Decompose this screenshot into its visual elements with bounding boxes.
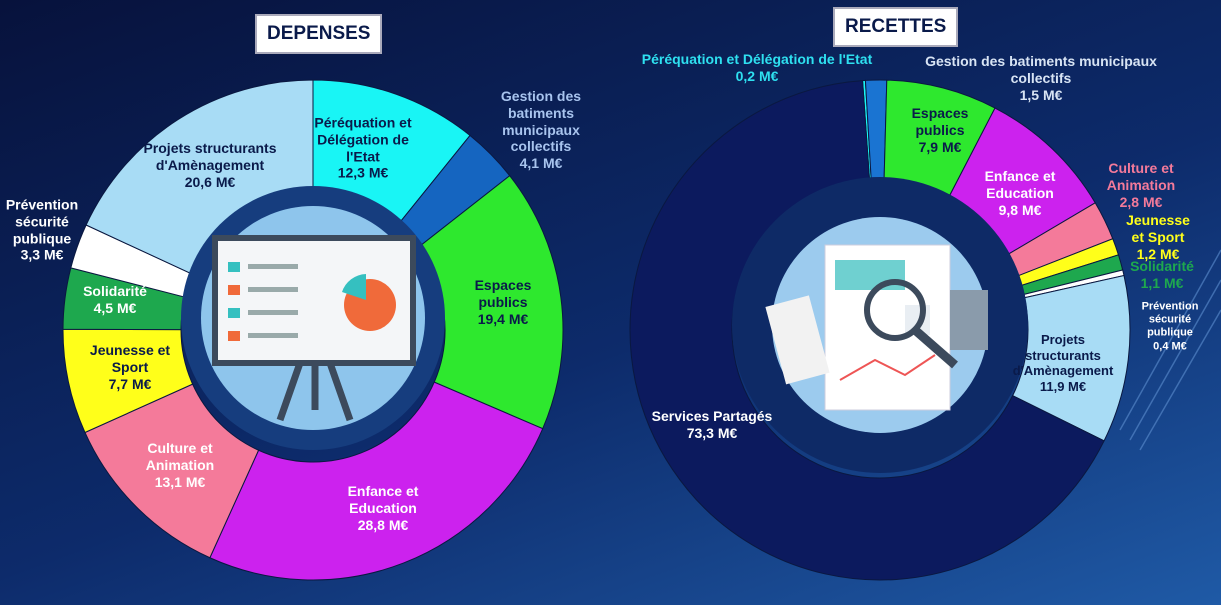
- category-name: Gestion des batiments municipaux collect…: [500, 88, 582, 155]
- category-name: Solidarité: [1130, 258, 1194, 275]
- value-label: 3,3 M€: [20, 246, 64, 263]
- category-name: Services Partagés: [651, 408, 773, 425]
- category-name: Prévention sécurité publique: [5, 196, 79, 246]
- segment-label: Jeunesse et Sport 7,7 M€: [80, 342, 180, 392]
- value-label: 7,7 M€: [108, 375, 152, 392]
- value-label: 7,9 M€: [918, 138, 962, 155]
- donut-segment: [209, 381, 544, 581]
- category-name: Espaces publics: [911, 104, 969, 138]
- value-label: 0,2 M€: [735, 68, 779, 84]
- segment-label: Services Partagés 73,3 M€: [637, 408, 787, 442]
- value-label: 1,2 M€: [1136, 245, 1180, 262]
- value-label: 4,1 M€: [519, 155, 563, 172]
- segment-label: Gestion des batiments municipaux collect…: [486, 88, 596, 172]
- category-name: Jeunesse et Sport: [1126, 211, 1190, 245]
- category-name: Jeunesse et Sport: [89, 341, 171, 375]
- segment-label: Solidarité 1,1 M€: [1122, 258, 1202, 292]
- decor-lines: [1119, 249, 1221, 451]
- value-label: 4,5 M€: [93, 300, 137, 316]
- value-label: 13,1 M€: [154, 473, 206, 490]
- segment-label: Enfance et Education 28,8 M€: [323, 483, 443, 533]
- category-name: Solidarité: [83, 283, 147, 300]
- value-label: 12,3 M€: [337, 164, 389, 181]
- segment-label: Espaces publics 19,4 M€: [453, 277, 553, 327]
- value-label: 20,6 M€: [184, 173, 236, 190]
- segment-label: Péréquation et Délégation de l'Etat 12,3 …: [303, 114, 423, 181]
- segment-label: Solidarité 4,5 M€: [75, 283, 155, 317]
- category-name: Enfance et Education: [347, 482, 419, 516]
- category-name: Projets structurants d'Amènagement: [1012, 331, 1114, 378]
- segment-label: Culture et Animation 13,1 M€: [125, 440, 235, 490]
- chart-title: RECETTES: [833, 7, 959, 47]
- segment-label: Prévention sécurité publique 0,4 M€: [1135, 301, 1205, 354]
- segment-label: Projets structurants d'Amènagement 11,9 M…: [1003, 332, 1123, 394]
- center-left: [181, 186, 445, 450]
- value-label: 73,3 M€: [686, 425, 738, 441]
- segment-label: Prévention sécurité publique 3,3 M€: [0, 196, 87, 263]
- value-label: 11,9 M€: [1039, 378, 1087, 394]
- category-name: Culture et Animation: [145, 439, 215, 473]
- donut-segment: [629, 80, 1105, 581]
- segment-label: Enfance et Education 9,8 M€: [973, 168, 1068, 218]
- center-right: [732, 177, 1028, 473]
- value-label: 19,4 M€: [477, 310, 529, 327]
- value-label: 0,4 M€: [1153, 340, 1187, 353]
- category-name: Péréquation et Délégation de l'Etat: [641, 51, 873, 68]
- category-name: Enfance et Education: [984, 167, 1056, 201]
- value-label: 1,5 M€: [1019, 86, 1063, 103]
- category-name: Espaces publics: [474, 276, 532, 310]
- category-name: Péréquation et Délégation de l'Etat: [314, 114, 412, 164]
- value-label: 1,1 M€: [1140, 275, 1184, 291]
- segment-label: Culture et Animation 2,8 M€: [1091, 160, 1191, 210]
- value-label: 2,8 M€: [1119, 193, 1163, 210]
- category-name: Culture et Animation: [1106, 159, 1176, 193]
- segment-label: Péréquation et Délégation de l'Etat 0,2 M…: [617, 51, 897, 85]
- segment-label: Espaces publics 7,9 M€: [900, 105, 980, 155]
- segment-label: Gestion des batiments municipaux collect…: [906, 53, 1176, 103]
- segment-label: Projets structurants d'Amènagement 20,6 M…: [130, 140, 290, 190]
- category-name: Prévention sécurité publique: [1141, 300, 1199, 339]
- segment-label: Jeunesse et Sport 1,2 M€: [1118, 212, 1198, 262]
- chart-title: DEPENSES: [255, 14, 383, 54]
- category-name: Gestion des batiments municipaux collect…: [925, 52, 1157, 86]
- category-name: Projets structurants d'Amènagement: [143, 139, 277, 173]
- value-label: 9,8 M€: [998, 201, 1042, 218]
- value-label: 28,8 M€: [357, 516, 409, 533]
